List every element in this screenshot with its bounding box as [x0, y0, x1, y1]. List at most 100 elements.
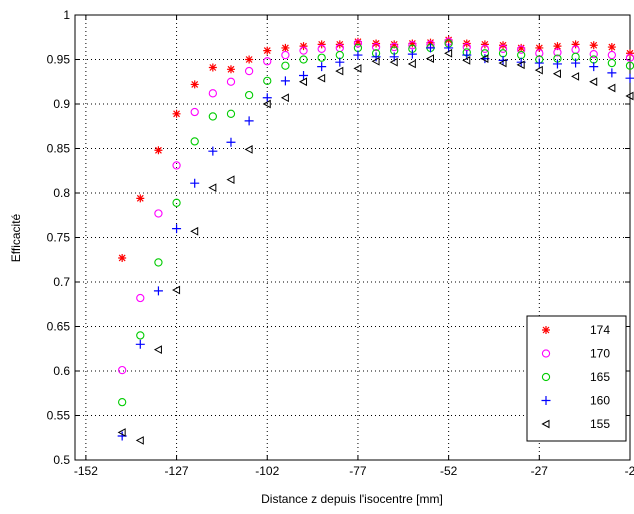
legend-marker-155 [541, 419, 550, 429]
x-tick-label: -52 [440, 464, 458, 478]
data-point-155 [425, 54, 434, 63]
data-point-160 [153, 286, 163, 296]
data-point-170 [408, 41, 417, 50]
legend-label-160: 160 [590, 394, 610, 408]
data-point-170 [226, 77, 236, 86]
data-point-160 [299, 71, 309, 81]
data-point-165 [299, 55, 308, 64]
data-point-170 [281, 50, 290, 60]
data-point-174 [317, 40, 326, 49]
data-point-174 [118, 253, 127, 262]
data-point-160 [625, 73, 634, 83]
data-point-165 [172, 198, 181, 207]
data-point-165 [118, 397, 127, 407]
data-point-155 [226, 175, 235, 184]
legend-label-170: 170 [590, 347, 610, 361]
data-point-174 [626, 49, 634, 58]
axis-ticks [75, 14, 631, 461]
data-point-170 [390, 42, 399, 52]
data-point-160 [534, 58, 544, 68]
data-point-160 [589, 62, 599, 72]
data-point-160 [407, 49, 417, 59]
data-point-170 [371, 42, 381, 52]
data-point-170 [136, 293, 145, 303]
y-tick-label: 0.85 [47, 142, 71, 156]
legend-marker-174 [542, 326, 550, 334]
data-point-155 [153, 345, 162, 354]
x-tick-label: -127 [165, 464, 189, 478]
data-point-170 [517, 45, 526, 54]
data-point-155 [498, 58, 507, 68]
legend-marker-165 [541, 372, 551, 382]
legend-label-174: 174 [590, 323, 610, 337]
data-point-174 [172, 109, 181, 118]
series-170 [118, 37, 634, 375]
data-point-165 [154, 258, 163, 267]
x-tick-label: -27 [531, 464, 549, 478]
data-point-170 [208, 89, 217, 98]
data-point-174 [408, 39, 417, 48]
y-tick-label: 0.6 [53, 364, 70, 378]
data-point-174 [226, 65, 235, 74]
data-point-165 [208, 112, 217, 121]
data-point-165 [190, 137, 199, 146]
x-tick-label: -77 [349, 464, 367, 478]
data-points [117, 35, 634, 445]
data-point-160 [262, 93, 272, 103]
data-point-170 [172, 161, 181, 170]
data-point-160 [571, 58, 581, 68]
x-tick-label: -152 [74, 464, 98, 478]
data-point-165 [263, 76, 272, 86]
data-point-165 [281, 61, 290, 70]
data-point-155 [172, 285, 181, 295]
data-point-170 [299, 46, 308, 55]
data-point-174 [480, 40, 489, 49]
data-point-160 [172, 224, 182, 234]
data-point-174 [136, 194, 145, 203]
data-point-174 [281, 43, 290, 52]
data-point-155 [135, 436, 144, 445]
data-point-174 [571, 40, 580, 49]
data-point-160 [135, 339, 145, 349]
data-point-155 [317, 73, 326, 83]
legend-label-155: 155 [590, 417, 610, 431]
data-point-170 [118, 365, 127, 375]
data-point-155 [444, 48, 453, 58]
y-tick-label: 0.7 [53, 275, 70, 289]
data-point-155 [280, 93, 289, 103]
data-point-155 [262, 99, 271, 109]
data-point-170 [244, 66, 254, 76]
data-point-170 [480, 44, 490, 53]
legend-items: 174 170 165 160 155 [541, 323, 610, 431]
data-point-160 [607, 68, 617, 78]
x-tick-labels: -152 -127 -102 -77 -52 -27 -2 [74, 464, 634, 478]
data-point-165 [244, 90, 254, 100]
data-point-174 [245, 55, 254, 64]
data-point-155 [389, 57, 398, 67]
y-tick-label: 0.95 [47, 53, 71, 67]
legend-box [526, 315, 627, 442]
data-point-170 [607, 50, 617, 60]
data-point-155 [244, 145, 253, 154]
data-point-155 [480, 54, 489, 63]
data-point-160 [244, 116, 254, 126]
data-point-160 [425, 43, 435, 53]
data-point-170 [317, 44, 326, 53]
data-point-155 [298, 77, 308, 87]
data-point-160 [552, 59, 562, 69]
legend-marker-160 [541, 396, 551, 405]
data-point-174 [190, 80, 199, 89]
data-point-174 [208, 63, 217, 72]
data-point-170 [553, 48, 562, 57]
data-point-174 [299, 42, 308, 51]
legend-marker-170 [541, 349, 551, 358]
data-point-155 [589, 77, 598, 87]
legend-label-165: 165 [590, 370, 610, 384]
data-point-155 [117, 428, 126, 437]
y-tick-label: 0.8 [53, 186, 70, 200]
data-point-170 [154, 209, 163, 218]
y-axis-title: Efficacité [9, 213, 23, 262]
data-point-165 [136, 331, 145, 340]
data-point-174 [607, 43, 616, 52]
x-tick-label: -2 [625, 464, 634, 478]
